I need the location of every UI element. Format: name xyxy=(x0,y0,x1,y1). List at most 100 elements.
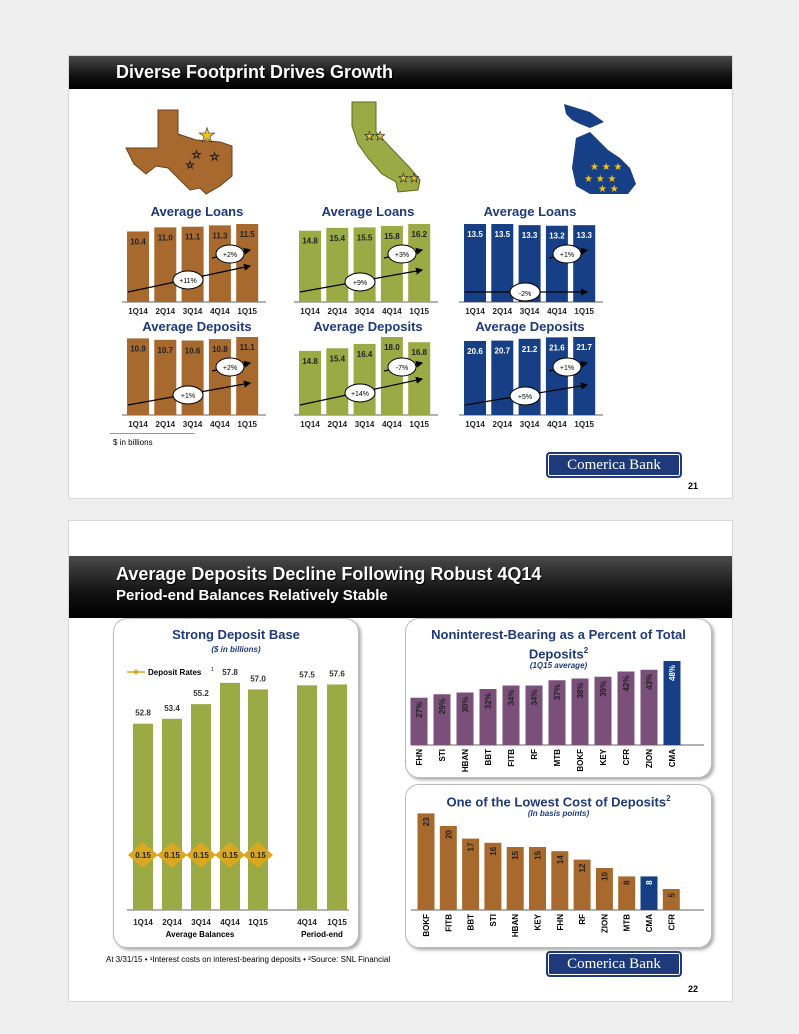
star-icon: ★ xyxy=(186,160,194,170)
slide-title: Diverse Footprint Drives Growth xyxy=(116,62,394,82)
legend-label: Deposit Rates xyxy=(148,668,202,677)
bar-value-label: 11.0 xyxy=(158,233,174,242)
deposit-rate-label: 0.15 xyxy=(222,851,238,860)
bar xyxy=(545,337,568,415)
bar xyxy=(571,678,589,745)
category-label: 1Q14 xyxy=(128,420,148,429)
bar-value-label: 14.8 xyxy=(302,237,318,246)
bar-value-label: 10 xyxy=(600,871,609,880)
slide-subtitle: Period-end Balances Relatively Stable xyxy=(116,587,388,604)
bar xyxy=(380,225,403,302)
bar-value-label: 15.4 xyxy=(330,234,346,243)
category-label: 1Q14 xyxy=(133,918,153,927)
bar-value-label: 48% xyxy=(668,665,677,681)
bar-value-label: 42% xyxy=(622,676,631,692)
growth-label: +14% xyxy=(351,391,369,398)
michigan-loans-chart: 13.5 1Q14 13.5 2Q14 13.3 3Q14 13.2 4Q14 13.3 1Q15… xyxy=(459,224,603,316)
growth-label: -7% xyxy=(396,365,408,372)
bar-value-label: 10.8 xyxy=(212,345,228,354)
category-label: 1Q15 xyxy=(574,420,594,429)
growth-bubble xyxy=(344,383,376,403)
title-text: One of the Lowest Cost of Deposits xyxy=(446,794,667,810)
category-label: BBT xyxy=(467,914,476,931)
bar-value-label: 15.8 xyxy=(384,232,400,241)
bar xyxy=(573,337,596,415)
category-label: FITB xyxy=(507,749,516,767)
bar-value-label: 34% xyxy=(507,690,516,706)
bar xyxy=(595,868,613,910)
chart-title: Average Loans xyxy=(483,204,577,219)
bar xyxy=(545,225,568,302)
bar xyxy=(248,689,268,910)
chart-title: Average Loans xyxy=(150,204,244,219)
category-label: 4Q14 xyxy=(210,307,230,316)
bar-value-label: 23 xyxy=(422,817,431,826)
category-label: BBT xyxy=(484,749,493,766)
growth-bubble xyxy=(552,244,582,264)
bar-value-label: 32% xyxy=(484,693,493,709)
title-text: Noninterest-Bearing as a Percent of Tota… xyxy=(431,627,686,662)
bar-value-label: 15 xyxy=(511,850,520,859)
category-label: CFR xyxy=(667,914,676,931)
bar xyxy=(617,671,635,745)
panel-subtitle: ($ in billions) xyxy=(211,645,261,654)
group-label: Average Balances xyxy=(166,930,235,939)
growth-bubble xyxy=(387,357,417,377)
bar-value-label: 52.8 xyxy=(135,709,151,718)
category-label: 3Q14 xyxy=(355,420,375,429)
bar-value-label: 11.1 xyxy=(185,233,201,242)
category-label: HBAN xyxy=(461,749,470,772)
comerica-logo: Comerica Bank xyxy=(546,951,682,977)
bar xyxy=(525,685,543,745)
growth-bubble xyxy=(215,244,245,264)
bar xyxy=(127,231,149,302)
panel-title: One of the Lowest Cost of Deposits2 xyxy=(406,791,711,810)
bar-value-label: 17 xyxy=(467,842,476,851)
category-label: CMA xyxy=(645,914,654,932)
bar xyxy=(491,224,514,302)
bar xyxy=(618,876,636,910)
category-label: 1Q15 xyxy=(574,307,594,316)
category-label: 2Q14 xyxy=(156,420,176,429)
category-label: MTB xyxy=(623,914,632,932)
logo-text: Comerica Bank xyxy=(567,956,661,972)
texas-loans-chart: 10.4 1Q14 11.0 2Q14 11.1 3Q14 11.3 4Q14 11.5 1Q15… xyxy=(122,224,266,316)
category-label: RF xyxy=(530,749,539,760)
star-icon: ★ xyxy=(198,125,216,147)
bar xyxy=(594,676,612,745)
chart-title: Average Deposits xyxy=(475,319,585,334)
bar-value-label: 20.6 xyxy=(467,347,483,356)
bar-value-label: 57.0 xyxy=(250,674,266,683)
bar-value-label: 10.7 xyxy=(158,346,174,355)
bar-value-label: 16 xyxy=(489,846,498,855)
bar-value-label: 12 xyxy=(578,863,587,872)
growth-bubble xyxy=(215,357,245,377)
category-label: FHN xyxy=(556,914,565,931)
comerica-logo: Comerica Bank xyxy=(546,452,682,478)
bar-value-label: 15 xyxy=(534,850,543,859)
category-label: 2Q14 xyxy=(493,307,513,316)
growth-label: +1% xyxy=(181,393,195,400)
bar xyxy=(548,680,566,745)
category-label: 4Q14 xyxy=(210,420,230,429)
bar-value-label: 11.5 xyxy=(240,230,256,239)
panel-title: Strong Deposit Base xyxy=(172,627,300,642)
group-label: Period-end xyxy=(301,930,343,939)
bar xyxy=(299,230,321,302)
category-label: 1Q14 xyxy=(465,420,485,429)
bar-value-label: 13.3 xyxy=(576,231,592,240)
deposit-base-chart: 52.8 1Q14 53.4 2Q14 55.2 3Q14 57.8 4Q14 57.0 1Q15… xyxy=(127,667,349,939)
category-label: 1Q14 xyxy=(300,307,320,316)
bar-value-label: 8 xyxy=(645,880,654,885)
category-label: 3Q14 xyxy=(520,307,540,316)
category-label: 3Q14 xyxy=(520,420,540,429)
deposit-rate-label: 0.15 xyxy=(164,851,180,860)
bar xyxy=(220,682,240,910)
bar xyxy=(662,889,680,910)
bar-value-label: 43% xyxy=(645,674,654,690)
category-label: 4Q14 xyxy=(297,918,317,927)
legend-marker xyxy=(133,669,139,675)
growth-bubble xyxy=(552,357,582,377)
bar-value-label: 55.2 xyxy=(193,689,209,698)
